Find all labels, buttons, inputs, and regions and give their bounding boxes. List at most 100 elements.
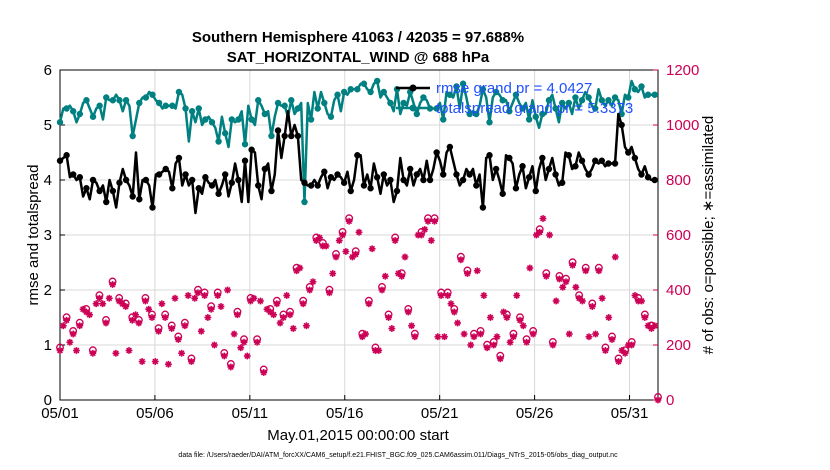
rmse-point: [136, 196, 143, 203]
obs-star-stroke: [382, 273, 389, 280]
totalspread-point: [195, 105, 202, 112]
rmse-point: [76, 174, 84, 181]
totalspread-point: [440, 116, 447, 123]
obs-assimilated-marker: [155, 327, 162, 335]
totalspread-point: [281, 102, 288, 109]
footnote: data file: /Users/raeder/DAI/ATM_forcXX/…: [178, 452, 618, 459]
obs-assimilated-marker: [654, 396, 662, 404]
rmse-point: [268, 187, 275, 195]
obs-assimilated-marker: [342, 248, 350, 255]
obs-assimilated-marker: [69, 330, 77, 338]
obs-star-stroke: [487, 314, 494, 321]
totalspread-point: [103, 94, 110, 101]
obs-star-stroke: [549, 342, 556, 348]
obs-assimilated-marker: [151, 358, 159, 365]
rmse-point: [294, 132, 302, 140]
obs-star-stroke: [471, 333, 477, 340]
obs-star-stroke: [329, 270, 336, 277]
obs-assimilated-marker: [651, 322, 659, 330]
totalspread-point: [552, 105, 559, 112]
totalspread-point: [208, 119, 216, 126]
totalspread-point: [76, 110, 84, 118]
obs-assimilated-marker: [105, 294, 113, 302]
obs-assimilated-marker: [638, 297, 645, 305]
obs-assimilated-marker: [477, 330, 484, 338]
obs-assimilated-marker: [66, 338, 74, 346]
obs-star-stroke: [484, 344, 491, 351]
totalspread-point: [486, 119, 493, 126]
obs-assimilated-marker: [434, 333, 442, 341]
totalspread-point: [307, 116, 315, 123]
obs-star-stroke: [326, 289, 333, 296]
rmse-point: [334, 171, 341, 178]
obs-star-stroke: [586, 333, 592, 340]
obs-star-stroke: [632, 292, 638, 299]
totalspread-series: [56, 77, 658, 206]
obs-assimilated-marker: [204, 314, 212, 321]
totalspread-point: [96, 102, 103, 109]
rmse-point: [598, 157, 606, 164]
y-tick-label-right: 200: [666, 337, 691, 354]
obs-assimilated-marker: [142, 297, 149, 305]
obs-assimilated-marker: [378, 286, 386, 294]
totalspread-point: [228, 116, 236, 123]
obs-assimilated-marker: [398, 272, 406, 280]
obs-star-stroke: [543, 273, 550, 280]
totalspread-point: [592, 105, 599, 112]
y-tick-label-right: 0: [666, 392, 674, 409]
obs-assimilated-marker: [122, 303, 130, 310]
rmse-point: [103, 198, 110, 206]
rmse-point: [420, 176, 427, 184]
totalspread-point: [506, 108, 513, 115]
obs-assimilated-marker: [125, 347, 133, 354]
obs-star-stroke: [365, 300, 372, 307]
obs-star-stroke: [296, 265, 303, 271]
rmse-point: [651, 176, 658, 184]
obs-star-stroke: [464, 270, 471, 277]
legend-marker-rmse: [409, 84, 417, 92]
rmse-point: [446, 143, 454, 151]
obs-assimilated-marker: [375, 347, 383, 354]
rmse-point: [228, 179, 236, 186]
rmse-point: [611, 160, 619, 167]
obs-star-stroke: [507, 339, 514, 346]
obs-assimilated-marker: [490, 341, 498, 349]
obs-star-stroke: [260, 369, 267, 376]
totalspread-point: [651, 91, 658, 98]
obs-star-stroke: [402, 254, 408, 260]
obs-star-stroke: [277, 320, 284, 326]
obs-star-stroke: [273, 300, 280, 307]
obs-star-stroke: [454, 320, 461, 326]
totalspread-point: [89, 113, 97, 120]
totalspread-point: [288, 97, 295, 104]
obs-assimilated-marker: [92, 300, 100, 308]
totalspread-point: [446, 91, 454, 98]
obs-assimilated-marker: [549, 341, 557, 349]
x-tick-label: 05/11: [232, 405, 268, 422]
obs-star-stroke: [188, 358, 195, 365]
obs-star-stroke: [546, 232, 553, 238]
obs-assimilated-marker: [214, 292, 222, 299]
obs-star-stroke: [477, 331, 484, 337]
totalspread-point: [314, 105, 321, 112]
rmse-point: [525, 174, 533, 181]
obs-star-stroke: [70, 331, 77, 337]
obs-assimilated-marker: [250, 294, 258, 302]
rmse-point: [195, 185, 202, 192]
obs-assimilated-marker: [86, 311, 93, 319]
obs-star-stroke: [280, 314, 287, 321]
obs-star-stroke: [66, 339, 73, 346]
rmse-point: [479, 204, 487, 211]
obs-star-stroke: [457, 256, 464, 263]
y-tick-label-left: 4: [44, 172, 52, 189]
rmse-series: [56, 110, 658, 215]
rmse-point: [400, 176, 407, 184]
obs-assimilated-marker: [135, 319, 143, 327]
obs-star-stroke: [428, 237, 435, 244]
obs-assimilated-marker: [362, 330, 369, 338]
totalspread-point: [413, 110, 421, 118]
rmse-point: [545, 165, 553, 173]
totalspread-point: [473, 110, 480, 118]
obs-assimilated-marker: [539, 215, 547, 222]
totalspread-point: [301, 198, 308, 206]
